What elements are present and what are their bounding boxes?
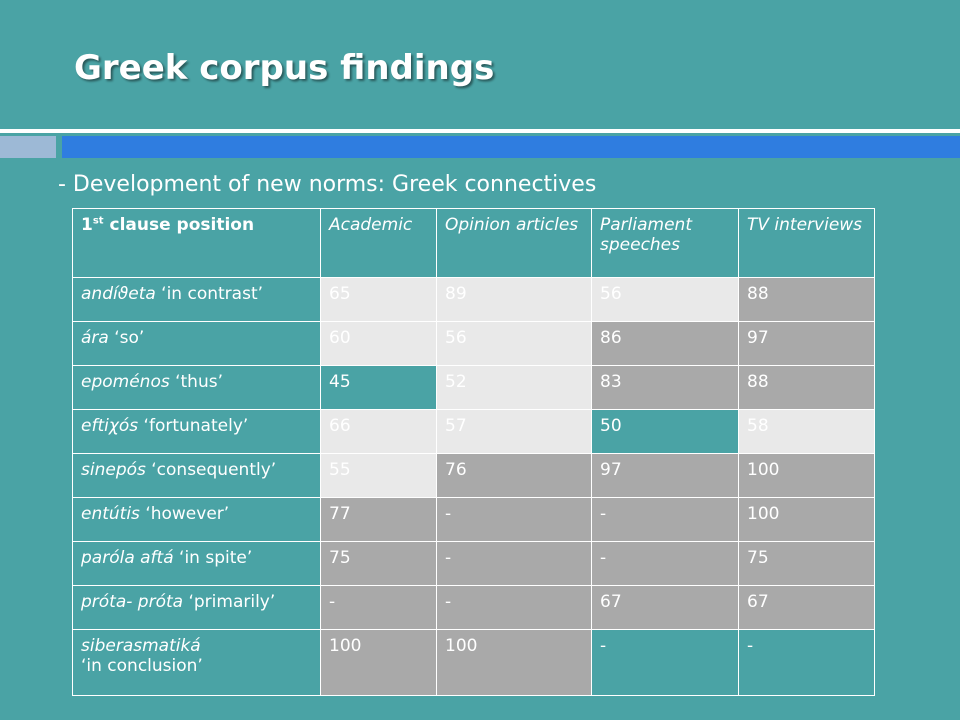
value-cell: 55: [320, 453, 437, 498]
header-parliament-speeches: Parliament speeches: [591, 208, 739, 278]
table-row: siberasmatiká ‘in conclusion’ 100 100- -: [72, 629, 875, 696]
connective-term: siberasmatiká: [81, 636, 201, 656]
value-cell: 58: [738, 409, 875, 454]
table-header-row: 1st clause position Academic Opinion art…: [72, 208, 875, 278]
row-label: próta- próta ‘primarily’: [72, 585, 321, 630]
table-row: andíϑeta ‘in contrast’ 65 89 56 88: [72, 277, 875, 322]
value-cell: -: [320, 585, 437, 630]
value-cell: 100: [738, 497, 875, 542]
header-ordinal: 1: [81, 215, 93, 235]
connective-gloss: ‘in conclusion’: [81, 656, 203, 676]
connective-term: sinepós: [81, 460, 146, 480]
slide-subtitle: - Development of new norms: Greek connec…: [58, 172, 597, 197]
connective-gloss: ‘in contrast’: [155, 284, 264, 304]
slide-title: Greek corpus findings: [74, 48, 495, 88]
header-opinion-articles: Opinion articles: [436, 208, 592, 278]
row-label: paróla aftá ‘in spite’: [72, 541, 321, 586]
value-cell: 65: [320, 277, 437, 322]
table-row: epoménos ‘thus’ 45 52 83 88: [72, 365, 875, 410]
connective-term: paróla aftá: [81, 548, 174, 568]
table-body: andíϑeta ‘in contrast’ 65 89 56 88 ára ‘so’ 60…: [72, 277, 875, 696]
connective-gloss: ‘consequently’: [145, 460, 277, 480]
value-cell: 45: [320, 365, 437, 410]
value-cell: 88: [738, 365, 875, 410]
value-cell: 75: [320, 541, 437, 586]
connective-term: ára: [81, 328, 109, 348]
connective-term: próta- próta: [81, 592, 184, 612]
value-cell: 88: [738, 277, 875, 322]
value-cell: 97: [591, 453, 739, 498]
value-cell: -: [591, 541, 739, 586]
table-row: entútis ‘however’ 77- -100: [72, 497, 875, 542]
row-label: sinepós ‘consequently’: [72, 453, 321, 498]
value-cell: 100: [320, 629, 437, 696]
value-cell: 50: [591, 409, 739, 454]
value-cell: 75: [738, 541, 875, 586]
value-cell: 57: [436, 409, 592, 454]
table-row: eftiχós ‘fortunately’ 66 57 50 58: [72, 409, 875, 454]
row-label: epoménos ‘thus’: [72, 365, 321, 410]
connective-term: entútis: [81, 504, 140, 524]
value-cell: -: [591, 629, 739, 696]
table-row: ára ‘so’ 60 56 86 97: [72, 321, 875, 366]
connective-term: epoménos: [81, 372, 170, 392]
value-cell: 76: [436, 453, 592, 498]
row-label: eftiχós ‘fortunately’: [72, 409, 321, 454]
table-row: paróla aftá ‘in spite’ 75- -75: [72, 541, 875, 586]
value-cell: 56: [591, 277, 739, 322]
connective-term: eftiχós: [81, 416, 139, 436]
header-tv-interviews: TV interviews: [738, 208, 875, 278]
value-cell: -: [436, 585, 592, 630]
value-cell: 60: [320, 321, 437, 366]
value-cell: -: [738, 629, 875, 696]
value-cell: 77: [320, 497, 437, 542]
value-cell: 52: [436, 365, 592, 410]
value-cell: 67: [591, 585, 739, 630]
connectives-table: 1st clause position Academic Opinion art…: [72, 208, 875, 696]
value-cell: -: [436, 541, 592, 586]
value-cell: 67: [738, 585, 875, 630]
header-clause-position: 1st clause position: [72, 208, 321, 278]
header-clause-label: clause position: [103, 215, 255, 235]
value-cell: 83: [591, 365, 739, 410]
value-cell: 66: [320, 409, 437, 454]
connective-gloss: ‘thus’: [169, 372, 223, 392]
accent-bar-left: [0, 136, 56, 158]
connective-term: andíϑeta: [81, 284, 156, 304]
connective-gloss: ‘however’: [139, 504, 230, 524]
header-ordinal-suffix: st: [92, 215, 104, 227]
value-cell: 86: [591, 321, 739, 366]
value-cell: 100: [436, 629, 592, 696]
header-academic: Academic: [320, 208, 437, 278]
connective-gloss: ‘primarily’: [183, 592, 276, 612]
connective-gloss: ‘fortunately’: [138, 416, 249, 436]
title-divider: [0, 129, 960, 133]
row-label: ára ‘so’: [72, 321, 321, 366]
table-row: sinepós ‘consequently’ 55 76 97 100: [72, 453, 875, 498]
row-label: siberasmatiká ‘in conclusion’: [72, 629, 321, 696]
value-cell: -: [591, 497, 739, 542]
value-cell: 100: [738, 453, 875, 498]
value-cell: 56: [436, 321, 592, 366]
table-row: próta- próta ‘primarily’ - -67 67: [72, 585, 875, 630]
connective-gloss: ‘so’: [108, 328, 145, 348]
row-label: andíϑeta ‘in contrast’: [72, 277, 321, 322]
accent-bar-right: [62, 136, 960, 158]
row-label: entútis ‘however’: [72, 497, 321, 542]
value-cell: 89: [436, 277, 592, 322]
value-cell: 97: [738, 321, 875, 366]
connective-gloss: ‘in spite’: [173, 548, 253, 568]
value-cell: -: [436, 497, 592, 542]
